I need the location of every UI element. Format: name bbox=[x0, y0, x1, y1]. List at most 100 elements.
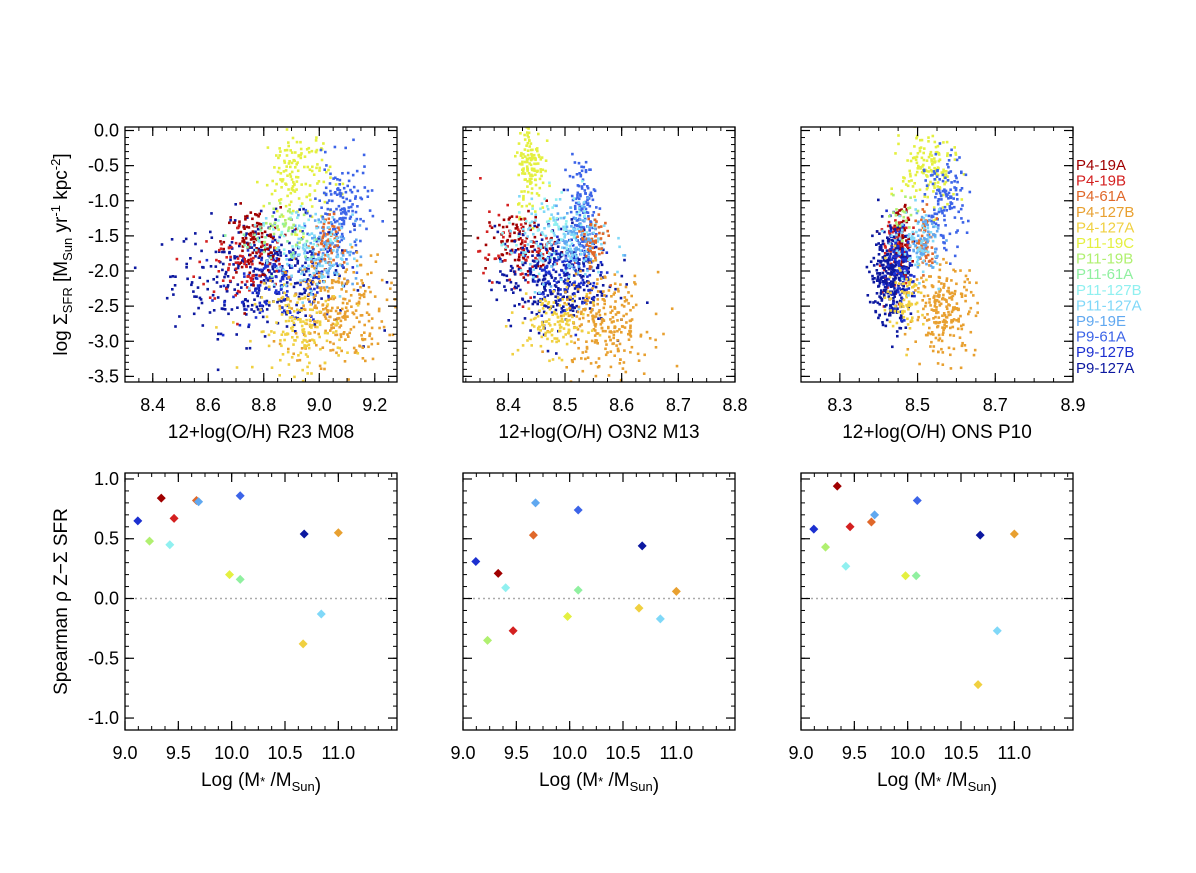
data-point bbox=[576, 196, 579, 199]
data-point bbox=[337, 281, 341, 284]
data-point bbox=[952, 334, 956, 337]
data-point bbox=[299, 156, 303, 160]
data-point bbox=[520, 205, 524, 208]
data-point bbox=[262, 204, 266, 208]
data-point bbox=[323, 257, 327, 261]
data-point bbox=[654, 312, 658, 316]
data-point bbox=[942, 328, 945, 331]
data-point bbox=[932, 295, 936, 299]
data-point bbox=[352, 288, 356, 292]
data-point bbox=[892, 280, 896, 283]
data-point bbox=[312, 252, 316, 255]
data-point bbox=[951, 319, 955, 323]
data-point bbox=[518, 216, 522, 219]
data-point bbox=[322, 180, 326, 184]
data-point bbox=[539, 344, 543, 348]
data-point bbox=[275, 266, 279, 270]
data-point bbox=[901, 234, 904, 237]
data-point bbox=[920, 240, 924, 243]
data-point bbox=[252, 280, 255, 284]
data-point bbox=[290, 255, 293, 259]
data-point bbox=[596, 278, 599, 281]
data-point bbox=[301, 330, 305, 333]
data-point bbox=[895, 249, 899, 253]
data-point bbox=[504, 248, 507, 251]
data-point bbox=[317, 180, 321, 183]
data-point bbox=[532, 300, 536, 303]
data-point bbox=[541, 233, 545, 236]
data-point bbox=[324, 241, 327, 244]
data-point bbox=[941, 193, 945, 197]
data-point bbox=[524, 155, 527, 158]
data-point bbox=[265, 315, 269, 319]
data-point bbox=[526, 180, 529, 183]
data-point bbox=[330, 251, 333, 255]
data-point bbox=[897, 282, 901, 285]
data-point bbox=[282, 297, 285, 301]
data-point bbox=[922, 280, 925, 283]
data-point bbox=[880, 289, 883, 292]
data-point bbox=[521, 272, 524, 276]
data-point bbox=[499, 270, 502, 273]
data-point bbox=[246, 299, 249, 303]
data-point bbox=[333, 318, 336, 321]
data-point bbox=[332, 295, 336, 298]
data-point bbox=[517, 228, 520, 231]
data-point bbox=[877, 242, 880, 245]
data-point bbox=[228, 251, 231, 255]
data-point bbox=[583, 308, 587, 312]
data-point bbox=[511, 222, 515, 226]
data-point bbox=[337, 226, 340, 229]
data-point bbox=[572, 259, 576, 262]
data-point bbox=[552, 216, 555, 219]
data-point bbox=[321, 215, 324, 219]
data-point bbox=[571, 297, 574, 301]
data-point bbox=[302, 320, 305, 323]
data-point bbox=[930, 215, 933, 219]
data-point bbox=[247, 245, 251, 248]
data-point bbox=[592, 254, 596, 257]
data-point bbox=[881, 229, 884, 233]
data-point bbox=[308, 246, 311, 250]
data-point bbox=[907, 300, 911, 304]
data-point bbox=[579, 269, 582, 273]
data-point bbox=[531, 122, 534, 125]
data-point bbox=[217, 332, 220, 336]
data-point bbox=[279, 206, 282, 209]
data-point bbox=[923, 193, 927, 196]
data-point bbox=[280, 284, 283, 287]
data-point bbox=[886, 290, 890, 293]
data-point bbox=[524, 261, 527, 265]
data-point bbox=[547, 306, 550, 309]
data-point bbox=[930, 284, 934, 287]
data-point bbox=[296, 318, 300, 321]
data-point bbox=[246, 242, 250, 246]
data-point bbox=[377, 307, 381, 311]
data-point bbox=[282, 170, 286, 173]
data-point bbox=[521, 261, 524, 264]
data-point bbox=[528, 224, 532, 228]
data-point bbox=[587, 289, 590, 292]
data-point bbox=[332, 249, 335, 252]
data-point bbox=[548, 308, 552, 311]
data-point bbox=[893, 254, 897, 258]
data-point bbox=[298, 292, 302, 295]
data-point bbox=[526, 141, 530, 145]
data-point bbox=[298, 208, 301, 211]
data-point bbox=[901, 253, 905, 257]
data-point bbox=[292, 321, 296, 325]
data-point bbox=[229, 218, 232, 222]
data-point bbox=[941, 211, 944, 215]
data-point bbox=[905, 207, 909, 211]
data-point bbox=[287, 162, 291, 165]
data-point bbox=[917, 315, 920, 319]
data-point bbox=[260, 223, 263, 226]
data-point bbox=[503, 259, 507, 262]
data-point bbox=[936, 254, 939, 258]
data-point bbox=[567, 254, 570, 258]
data-point bbox=[322, 227, 325, 230]
data-point bbox=[584, 273, 587, 276]
data-point bbox=[597, 317, 600, 320]
data-point bbox=[903, 267, 906, 270]
data-point bbox=[302, 273, 306, 276]
